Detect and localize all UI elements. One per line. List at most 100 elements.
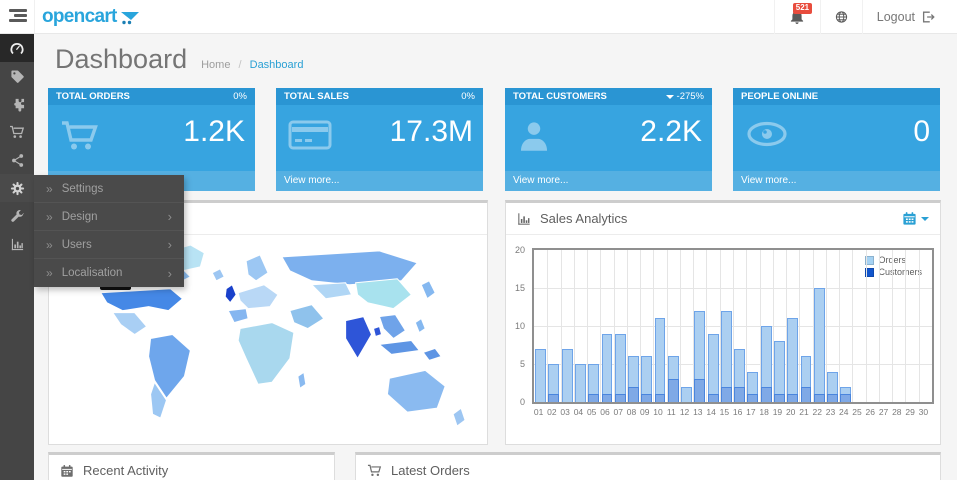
tile-label: TOTAL SALES bbox=[284, 91, 349, 102]
logout-label: Logout bbox=[876, 10, 915, 24]
sidebar-item-system[interactable] bbox=[0, 174, 34, 202]
bar-customers-23 bbox=[827, 394, 838, 402]
x-tick-label: 29 bbox=[905, 407, 915, 417]
sales-analytics-title: Sales Analytics bbox=[540, 211, 628, 226]
chevron-down-icon bbox=[921, 216, 929, 221]
bar-orders-18 bbox=[760, 326, 772, 402]
x-tick-label: 12 bbox=[679, 407, 690, 417]
bar-orders-21 bbox=[800, 356, 812, 402]
view-more-link[interactable]: View more... bbox=[733, 171, 940, 191]
x-tick-label: 03 bbox=[560, 407, 570, 417]
sidebar-item-marketing[interactable] bbox=[0, 146, 34, 174]
breadcrumb-current[interactable]: Dashboard bbox=[249, 59, 304, 71]
bar-chart-icon bbox=[11, 238, 23, 250]
x-tick-label: 01 bbox=[533, 407, 544, 417]
notifications-badge: 521 bbox=[792, 3, 813, 14]
logout-button[interactable]: Logout bbox=[861, 0, 949, 34]
latest-orders-heading: Latest Orders bbox=[356, 455, 940, 480]
x-tick-label: 21 bbox=[799, 407, 809, 417]
recent-activity-panel: Recent Activity bbox=[48, 452, 335, 480]
sidebar-item-dashboard[interactable] bbox=[0, 34, 34, 62]
bar-orders-14 bbox=[707, 333, 719, 402]
tile-value: 17.3M bbox=[389, 115, 473, 148]
date-range-button[interactable] bbox=[902, 211, 929, 226]
shopping-cart-icon bbox=[367, 463, 382, 478]
bar-orders-01 bbox=[535, 348, 547, 402]
x-tick-label: 04 bbox=[573, 407, 584, 417]
header-divider bbox=[34, 0, 35, 33]
y-tick-label: 5 bbox=[519, 359, 525, 369]
menu-item-settings[interactable]: » Settings bbox=[34, 175, 184, 203]
tile-percent-wrap: -275% bbox=[665, 91, 704, 102]
view-more-link[interactable]: View more... bbox=[505, 171, 712, 191]
bar-orders-22 bbox=[813, 288, 825, 402]
bar-orders-06 bbox=[601, 333, 613, 402]
sidebar-item-reports[interactable] bbox=[0, 230, 34, 258]
sidebar-item-catalog[interactable] bbox=[0, 62, 34, 90]
legend-label: Customers bbox=[878, 267, 922, 277]
bar-orders-20 bbox=[787, 318, 799, 402]
x-tick-label: 17 bbox=[746, 407, 756, 417]
opencart-cart-icon bbox=[120, 11, 139, 24]
share-icon bbox=[11, 153, 23, 167]
menu-toggle-icon[interactable] bbox=[9, 9, 27, 25]
x-tick-label: 08 bbox=[626, 407, 637, 417]
sidebar-item-extensions[interactable] bbox=[0, 90, 34, 118]
tile-total-customers: TOTAL CUSTOMERS -275% 2.2K View more... bbox=[505, 88, 712, 191]
bar-customers-14 bbox=[707, 394, 719, 402]
bar-orders-12 bbox=[681, 386, 692, 402]
breadcrumb-home[interactable]: Home bbox=[201, 59, 231, 71]
menu-item-users[interactable]: » Users › bbox=[34, 231, 184, 259]
sidebar-item-sales[interactable] bbox=[0, 118, 34, 146]
bar-orders-13 bbox=[694, 310, 706, 402]
bar-orders-02 bbox=[548, 364, 560, 402]
bar-customers-18 bbox=[760, 386, 772, 402]
bar-customers-17 bbox=[747, 394, 759, 402]
bar-customers-07 bbox=[614, 394, 626, 402]
world-map-panel: World Map bbox=[48, 200, 488, 445]
top-header: opencart 521 bbox=[0, 0, 957, 34]
breadcrumb: Home / Dashboard bbox=[201, 59, 303, 71]
stores-button[interactable] bbox=[819, 0, 862, 34]
gridline bbox=[534, 288, 932, 289]
menu-item-design[interactable]: » Design › bbox=[34, 203, 184, 231]
menu-item-localisation[interactable]: » Localisation › bbox=[34, 259, 184, 287]
bar-orders-07 bbox=[614, 333, 626, 402]
bar-customers-09 bbox=[641, 394, 653, 402]
chevrons-right-icon: » bbox=[46, 266, 53, 280]
tile-value: 2.2K bbox=[640, 115, 702, 148]
bar-customers-02 bbox=[548, 394, 560, 402]
tile-percent: 0% bbox=[233, 91, 247, 102]
y-tick-label: 10 bbox=[514, 321, 525, 331]
bar-orders-15 bbox=[720, 310, 732, 402]
x-tick-label: 13 bbox=[693, 407, 703, 417]
bar-customers-13 bbox=[694, 379, 706, 402]
bar-orders-05 bbox=[588, 364, 600, 402]
opencart-logo[interactable]: opencart bbox=[42, 0, 143, 34]
gridline bbox=[534, 326, 932, 327]
x-tick-label: 11 bbox=[666, 407, 676, 417]
credit-card-icon bbox=[288, 119, 332, 156]
x-tick-label: 25 bbox=[852, 407, 862, 417]
sidebar-item-tools[interactable] bbox=[0, 202, 34, 230]
chart-x-axis: 01 02 03 04 05 06 07 08 09 10 11 12 13 14 15 16 17 18 19 20… bbox=[532, 407, 934, 419]
notifications-button[interactable]: 521 bbox=[773, 0, 820, 34]
tile-people-online: PEOPLE ONLINE 0 View more... bbox=[733, 88, 940, 191]
chart-plot-area: Orders Customers bbox=[532, 248, 934, 404]
tile-total-sales: TOTAL SALES 0% 17.3M View more... bbox=[276, 88, 483, 191]
x-tick-label: 18 bbox=[759, 407, 769, 417]
sales-analytics-heading: Sales Analytics bbox=[506, 203, 940, 235]
bar-customers-05 bbox=[588, 394, 600, 402]
bar-customers-21 bbox=[800, 386, 812, 402]
latest-orders-title: Latest Orders bbox=[391, 463, 470, 478]
chevron-right-icon: › bbox=[167, 237, 172, 252]
tag-icon bbox=[10, 70, 24, 83]
calendar-icon bbox=[60, 464, 74, 478]
bar-customers-24 bbox=[840, 394, 852, 402]
x-tick-label: 09 bbox=[640, 407, 650, 417]
x-tick-label: 26 bbox=[865, 407, 876, 417]
bar-customers-08 bbox=[628, 386, 639, 402]
view-more-link[interactable]: View more... bbox=[276, 171, 483, 191]
